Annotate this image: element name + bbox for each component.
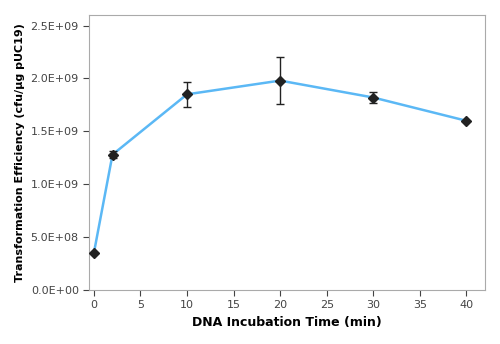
Y-axis label: Transformation Efficiency (cfu/μg pUC19): Transformation Efficiency (cfu/μg pUC19)	[15, 23, 25, 282]
X-axis label: DNA Incubation Time (min): DNA Incubation Time (min)	[192, 316, 382, 329]
